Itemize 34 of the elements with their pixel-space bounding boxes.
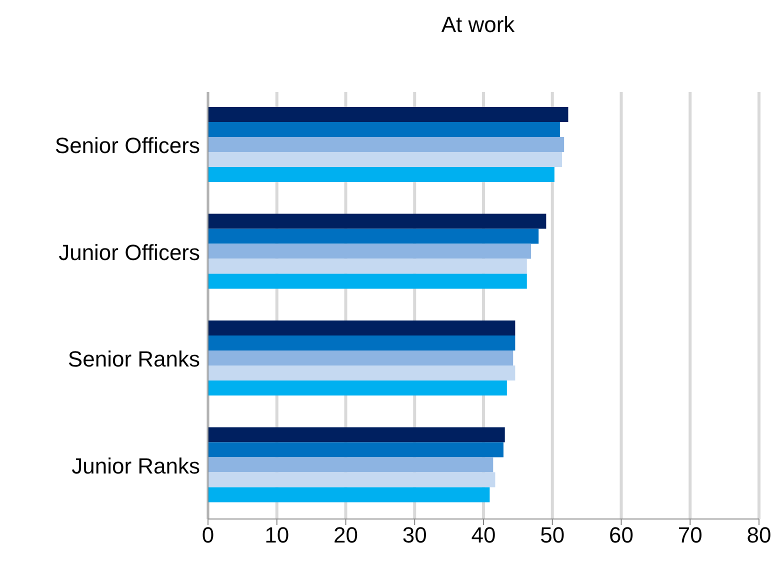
bar — [208, 320, 516, 336]
x-tick-label: 0 — [202, 522, 214, 548]
bar — [208, 457, 494, 472]
x-tick-label: 70 — [678, 522, 702, 548]
y-tick-label: Junior Officers — [58, 240, 200, 265]
bar — [208, 214, 546, 229]
bar — [208, 380, 507, 396]
x-tick-label: 50 — [540, 522, 565, 548]
bar — [208, 258, 527, 274]
x-tick-label: 80 — [746, 522, 772, 548]
bar — [208, 335, 516, 350]
bar — [208, 136, 564, 152]
bar — [208, 274, 527, 289]
y-tick-label: Junior Ranks — [72, 453, 200, 478]
x-tick-label: 60 — [609, 522, 634, 548]
bar — [208, 487, 490, 502]
y-tick-label: Senior Ranks — [68, 346, 200, 372]
x-tick-label: 20 — [334, 522, 358, 548]
bar — [208, 427, 505, 442]
bar — [208, 106, 568, 122]
bar — [208, 166, 554, 182]
bar — [208, 228, 539, 244]
bar — [208, 122, 560, 137]
x-tick-label: 30 — [402, 522, 427, 548]
bar — [208, 442, 504, 458]
bar — [208, 244, 532, 259]
x-tick-label: 10 — [264, 522, 290, 548]
bar — [208, 365, 516, 380]
bar — [208, 350, 514, 366]
chart-title: At work — [440, 12, 516, 38]
y-tick-label: Senior Officers — [54, 133, 200, 158]
bar — [208, 152, 562, 167]
x-tick-label: 40 — [471, 522, 496, 548]
bar — [208, 472, 496, 488]
